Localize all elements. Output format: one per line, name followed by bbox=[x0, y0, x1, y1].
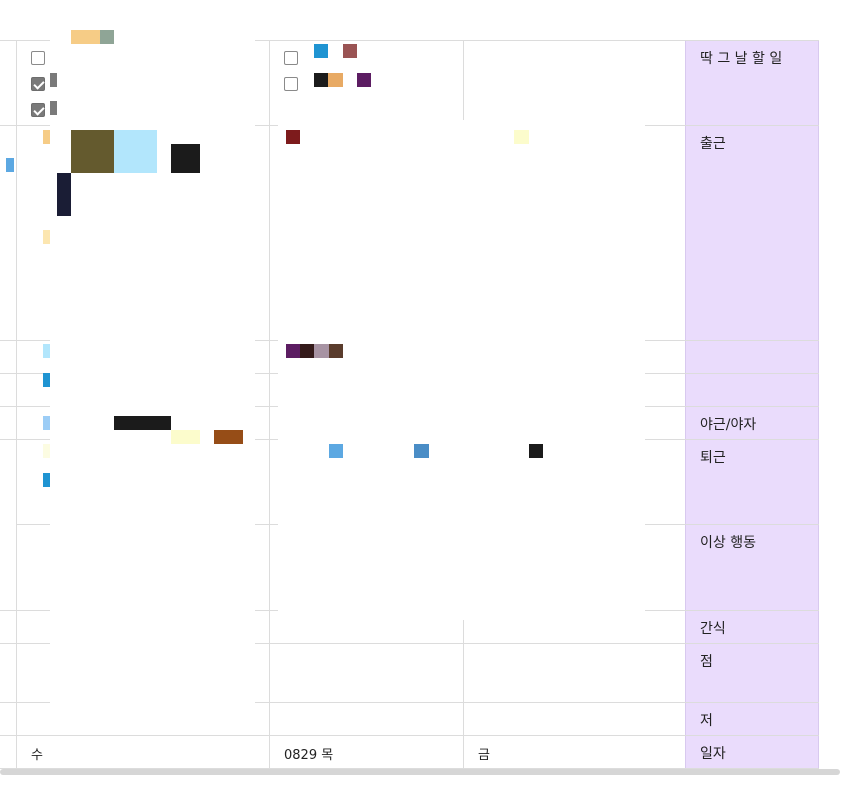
row-label-lunch: 점 bbox=[700, 654, 713, 670]
wed-arrival-swatch-1 bbox=[43, 130, 50, 144]
row-label-todo: 딱 그 날 할 일 bbox=[700, 51, 783, 67]
left-edge-block bbox=[0, 440, 16, 610]
wed-overtime-swatch-2 bbox=[114, 416, 171, 430]
thu-row-swatch-4 bbox=[329, 344, 343, 358]
fri-arrival-swatch-1 bbox=[514, 130, 529, 144]
grid-line-bottom bbox=[0, 768, 819, 769]
date-cell-wed: 수 bbox=[31, 748, 43, 763]
grid-line-top bbox=[0, 40, 819, 41]
wed-row-swatch-2 bbox=[43, 373, 50, 387]
thu-todo-swatch-4 bbox=[328, 73, 343, 87]
wed-leave-swatch-3 bbox=[43, 444, 50, 458]
thu-todo-swatch-1 bbox=[314, 44, 328, 58]
row-label-leave: 퇴근 bbox=[700, 450, 726, 466]
todo-checkbox-wed-2[interactable] bbox=[31, 77, 45, 91]
thu-row-swatch-2 bbox=[300, 344, 314, 358]
wed-row-swatch-1 bbox=[43, 344, 50, 358]
wed-leave-swatch-1 bbox=[171, 430, 200, 444]
grid-col-wed-left bbox=[16, 40, 17, 768]
date-cell-thu: 0829 목 bbox=[284, 748, 334, 763]
row-label-dinner: 저 bbox=[700, 713, 713, 729]
grid-col-thu-left bbox=[269, 40, 270, 768]
horizontal-scrollbar[interactable] bbox=[0, 769, 840, 775]
todo-checkbox-thu-2[interactable] bbox=[284, 77, 298, 91]
left-edge-swatch-1 bbox=[6, 158, 14, 172]
wed-leave-swatch-2 bbox=[214, 430, 243, 444]
date-cell-fri: 금 bbox=[478, 748, 490, 763]
wed-leave-swatch-4 bbox=[43, 473, 50, 487]
thu-row-swatch-1 bbox=[286, 344, 300, 358]
grid-line-lunch-top bbox=[0, 643, 819, 644]
grid-line-date-top bbox=[0, 735, 819, 736]
wed-top-swatch-2 bbox=[100, 30, 114, 44]
thu-leave-swatch-1 bbox=[329, 444, 343, 458]
todo-text-wed-2 bbox=[50, 73, 57, 87]
thu-arrival-swatch-1 bbox=[286, 130, 300, 144]
todo-text-wed-3 bbox=[50, 101, 57, 115]
wed-overtime-swatch-1 bbox=[43, 416, 50, 430]
wed-arrival-swatch-4 bbox=[171, 144, 200, 173]
row-label-overtime: 야근/야자 bbox=[700, 417, 757, 433]
todo-checkbox-wed-3[interactable] bbox=[31, 103, 45, 117]
thu-todo-swatch-2 bbox=[343, 44, 357, 58]
row-label-column bbox=[685, 40, 819, 768]
wed-arrival-swatch-2 bbox=[71, 130, 114, 173]
wed-top-swatch-1 bbox=[71, 30, 100, 44]
row-label-snack: 간식 bbox=[700, 621, 726, 637]
thu-row-swatch-3 bbox=[314, 344, 329, 358]
grid-line-dinner-top bbox=[0, 702, 819, 703]
row-label-arrival: 출근 bbox=[700, 136, 726, 152]
wed-arrival-swatch-3 bbox=[114, 130, 157, 173]
thu-leave-swatch-2 bbox=[414, 444, 429, 458]
row-label-date: 일자 bbox=[700, 746, 726, 762]
wed-arrival-swatch-6 bbox=[43, 230, 50, 244]
row-label-abnormal: 이상 행동 bbox=[700, 535, 756, 551]
thu-todo-swatch-5 bbox=[357, 73, 371, 87]
fri-leave-swatch-1 bbox=[529, 444, 543, 458]
todo-checkbox-thu-1[interactable] bbox=[284, 51, 298, 65]
thu-todo-swatch-3 bbox=[314, 73, 328, 87]
thu-fri-content-block bbox=[278, 120, 645, 620]
todo-checkbox-wed-1[interactable] bbox=[31, 51, 45, 65]
wed-arrival-swatch-5 bbox=[57, 173, 71, 216]
